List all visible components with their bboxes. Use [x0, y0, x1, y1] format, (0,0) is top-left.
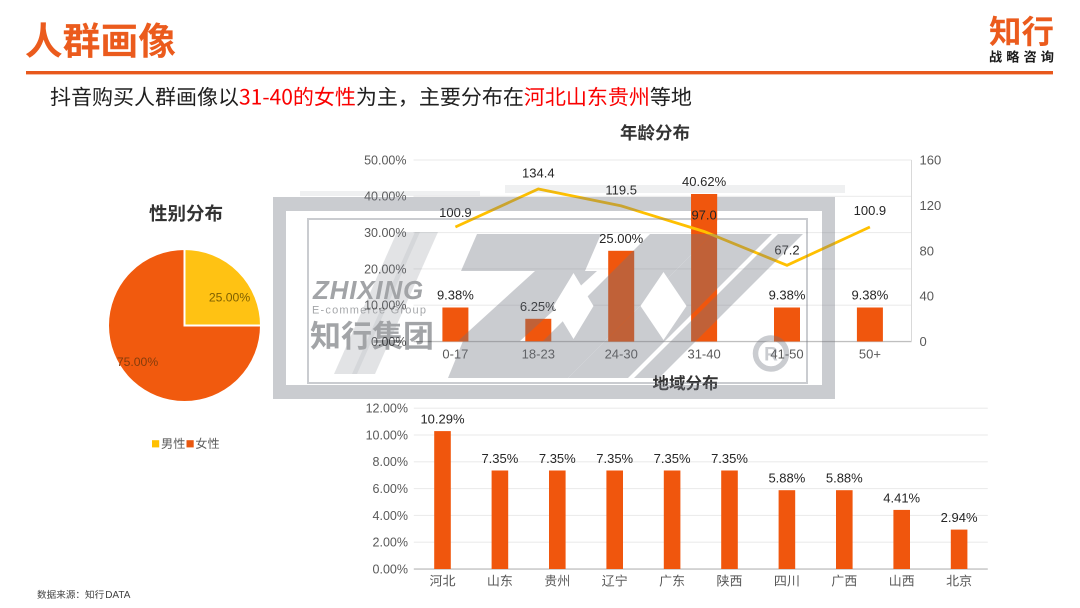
svg-text:41-50: 41-50: [770, 347, 803, 362]
svg-text:0.00%: 0.00%: [373, 562, 408, 576]
svg-text:10.29%: 10.29%: [420, 412, 465, 427]
svg-text:0: 0: [920, 334, 927, 349]
svg-text:2.00%: 2.00%: [373, 536, 408, 550]
svg-text:7.35%: 7.35%: [539, 451, 576, 466]
svg-text:100.9: 100.9: [439, 205, 472, 220]
svg-text:25.00%: 25.00%: [599, 231, 644, 246]
svg-text:7.35%: 7.35%: [596, 451, 633, 466]
svg-text:0-17: 0-17: [442, 347, 468, 362]
svg-text:31-40: 31-40: [687, 347, 720, 362]
svg-text:4.00%: 4.00%: [373, 509, 408, 523]
svg-text:25.00%: 25.00%: [209, 290, 250, 304]
svg-text:40: 40: [920, 289, 934, 304]
svg-text:0.00%: 0.00%: [371, 335, 406, 349]
svg-text:67.2: 67.2: [774, 243, 799, 258]
svg-text:2.94%: 2.94%: [941, 510, 978, 525]
svg-text:50.00%: 50.00%: [364, 153, 406, 167]
svg-text:7.35%: 7.35%: [654, 451, 691, 466]
svg-text:4.41%: 4.41%: [883, 490, 920, 505]
svg-text:10.00%: 10.00%: [364, 299, 406, 313]
svg-text:40.00%: 40.00%: [364, 190, 406, 204]
svg-text:6.25%: 6.25%: [520, 299, 557, 314]
svg-text:20.00%: 20.00%: [364, 262, 406, 276]
svg-text:DATA: DATA: [105, 590, 131, 601]
svg-text:119.5: 119.5: [605, 182, 637, 197]
svg-text:10.00%: 10.00%: [366, 428, 408, 442]
svg-text:30.00%: 30.00%: [364, 226, 406, 240]
svg-text:7.35%: 7.35%: [481, 451, 518, 466]
svg-text:160: 160: [920, 153, 942, 168]
svg-text:8.00%: 8.00%: [373, 455, 408, 469]
svg-text:75.00%: 75.00%: [117, 355, 158, 369]
svg-text:100.9: 100.9: [854, 203, 887, 218]
svg-text:40.62%: 40.62%: [682, 174, 727, 189]
svg-text:ZHIXING: ZHIXING: [312, 275, 424, 305]
svg-text:12.00%: 12.00%: [366, 402, 408, 416]
svg-text:18-23: 18-23: [522, 347, 555, 362]
svg-text:5.88%: 5.88%: [768, 471, 805, 486]
svg-text:E-commerce Group: E-commerce Group: [312, 305, 427, 317]
svg-text:80: 80: [920, 243, 934, 258]
svg-text:120: 120: [920, 198, 942, 213]
svg-text:7.35%: 7.35%: [711, 451, 748, 466]
svg-text:9.38%: 9.38%: [437, 288, 474, 303]
svg-text:9.38%: 9.38%: [769, 288, 806, 303]
svg-text:R: R: [764, 345, 778, 366]
svg-text:6.00%: 6.00%: [373, 482, 408, 496]
svg-text:134.4: 134.4: [522, 166, 555, 181]
svg-text:50+: 50+: [859, 347, 881, 362]
svg-text:5.88%: 5.88%: [826, 471, 863, 486]
svg-text:97.0: 97.0: [691, 207, 716, 222]
svg-text:9.38%: 9.38%: [851, 288, 888, 303]
svg-text:24-30: 24-30: [605, 347, 638, 362]
